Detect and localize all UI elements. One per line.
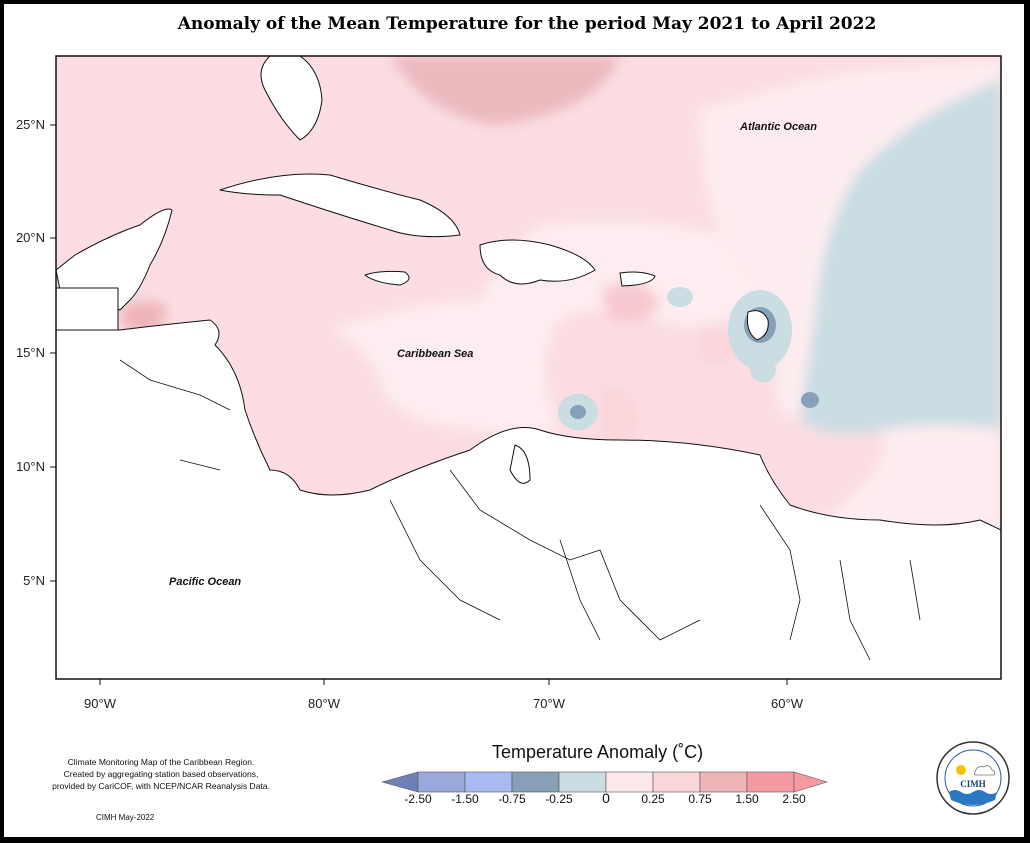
puerto-rico	[619, 271, 656, 287]
lat-ticks	[50, 124, 788, 685]
lon-label-70: 70°W	[533, 696, 566, 711]
legend-swatch-3	[511, 771, 560, 793]
legend-swatch-0	[380, 771, 419, 793]
legend-tick-1: -1.50	[451, 792, 479, 806]
lon-label-60: 60°W	[771, 696, 804, 711]
anomaly-central-neutral	[330, 221, 765, 434]
legend-tick-0: -2.50	[404, 792, 432, 806]
legend-title: Temperature Anomaly (˚C)	[492, 742, 704, 762]
cuba	[219, 173, 461, 238]
legend-swatch-4	[558, 771, 607, 793]
lat-label-25: 25°N	[16, 117, 45, 132]
label-pacific-ocean: Pacific Ocean	[169, 576, 241, 588]
map-credit: CIMH May-2022	[96, 813, 155, 822]
map-caption: Climate Monitoring Map of the Caribbean …	[26, 756, 296, 792]
legend-swatch-5	[605, 771, 654, 793]
sun-icon	[956, 765, 966, 775]
legend-tick-7: 1.50	[735, 792, 759, 806]
anomaly-coast-warm	[600, 386, 640, 446]
south-and-central-america	[56, 319, 1001, 679]
legend-swatch-7	[699, 771, 748, 793]
guatemala-block	[56, 287, 119, 331]
legend-colorbar	[380, 771, 829, 793]
cimh-logo: CIMH	[936, 741, 1010, 815]
anomaly-north-warm	[390, 56, 620, 125]
legend-tick-8: 2.50	[782, 792, 806, 806]
lake-maracaibo	[509, 444, 531, 484]
hispaniola	[479, 239, 596, 285]
yucatan	[56, 208, 173, 311]
borders	[119, 359, 921, 661]
lon-label-80: 80°W	[308, 696, 341, 711]
jamaica	[364, 270, 410, 286]
legend-swatch-8	[746, 771, 795, 793]
map-title: Anomaly of the Mean Temperature for the …	[177, 14, 877, 34]
anomaly-cool-stvincent	[750, 358, 776, 382]
anomaly-pr-warm	[600, 282, 660, 323]
anomaly-atlantic-cool	[800, 80, 1001, 434]
legend-swatch-2	[464, 771, 513, 793]
florida	[260, 56, 323, 141]
legend-tick-2: -0.75	[498, 792, 526, 806]
legend-swatch-9	[793, 771, 829, 793]
landmasses	[56, 56, 1001, 679]
lat-label-10: 10°N	[16, 459, 45, 474]
cloud-icon	[973, 765, 996, 776]
legend-swatch-1	[417, 771, 466, 793]
legend-tick-3: -0.25	[545, 792, 573, 806]
caption-line-2: Created by aggregating station based obs…	[63, 769, 259, 779]
lat-label-5: 5°N	[23, 573, 45, 588]
anomaly-cool-barbados	[801, 392, 819, 408]
anomaly-cool-curacao-core	[570, 405, 586, 419]
martinique-guadeloupe	[746, 310, 769, 341]
caption-line-1: Climate Monitoring Map of the Caribbean …	[67, 757, 255, 767]
legend-tick-6: 0.75	[688, 792, 712, 806]
label-atlantic-ocean: Atlantic Ocean	[739, 121, 817, 133]
lon-label-90: 90°W	[84, 696, 117, 711]
legend-tick-4: 0	[602, 790, 610, 806]
logo-text: CIMH	[960, 779, 986, 789]
lat-label-20: 20°N	[16, 230, 45, 245]
map-border	[55, 55, 1002, 680]
legend-swatch-6	[652, 771, 701, 793]
legend-tick-5: 0.25	[641, 792, 665, 806]
caption-line-3: provided by CariCOF, with NCEP/NCAR Rean…	[52, 781, 270, 791]
anomaly-cool-antigua	[667, 287, 693, 307]
lat-label-15: 15°N	[16, 345, 45, 360]
label-caribbean-sea: Caribbean Sea	[397, 348, 473, 360]
wave-icon	[949, 790, 997, 805]
